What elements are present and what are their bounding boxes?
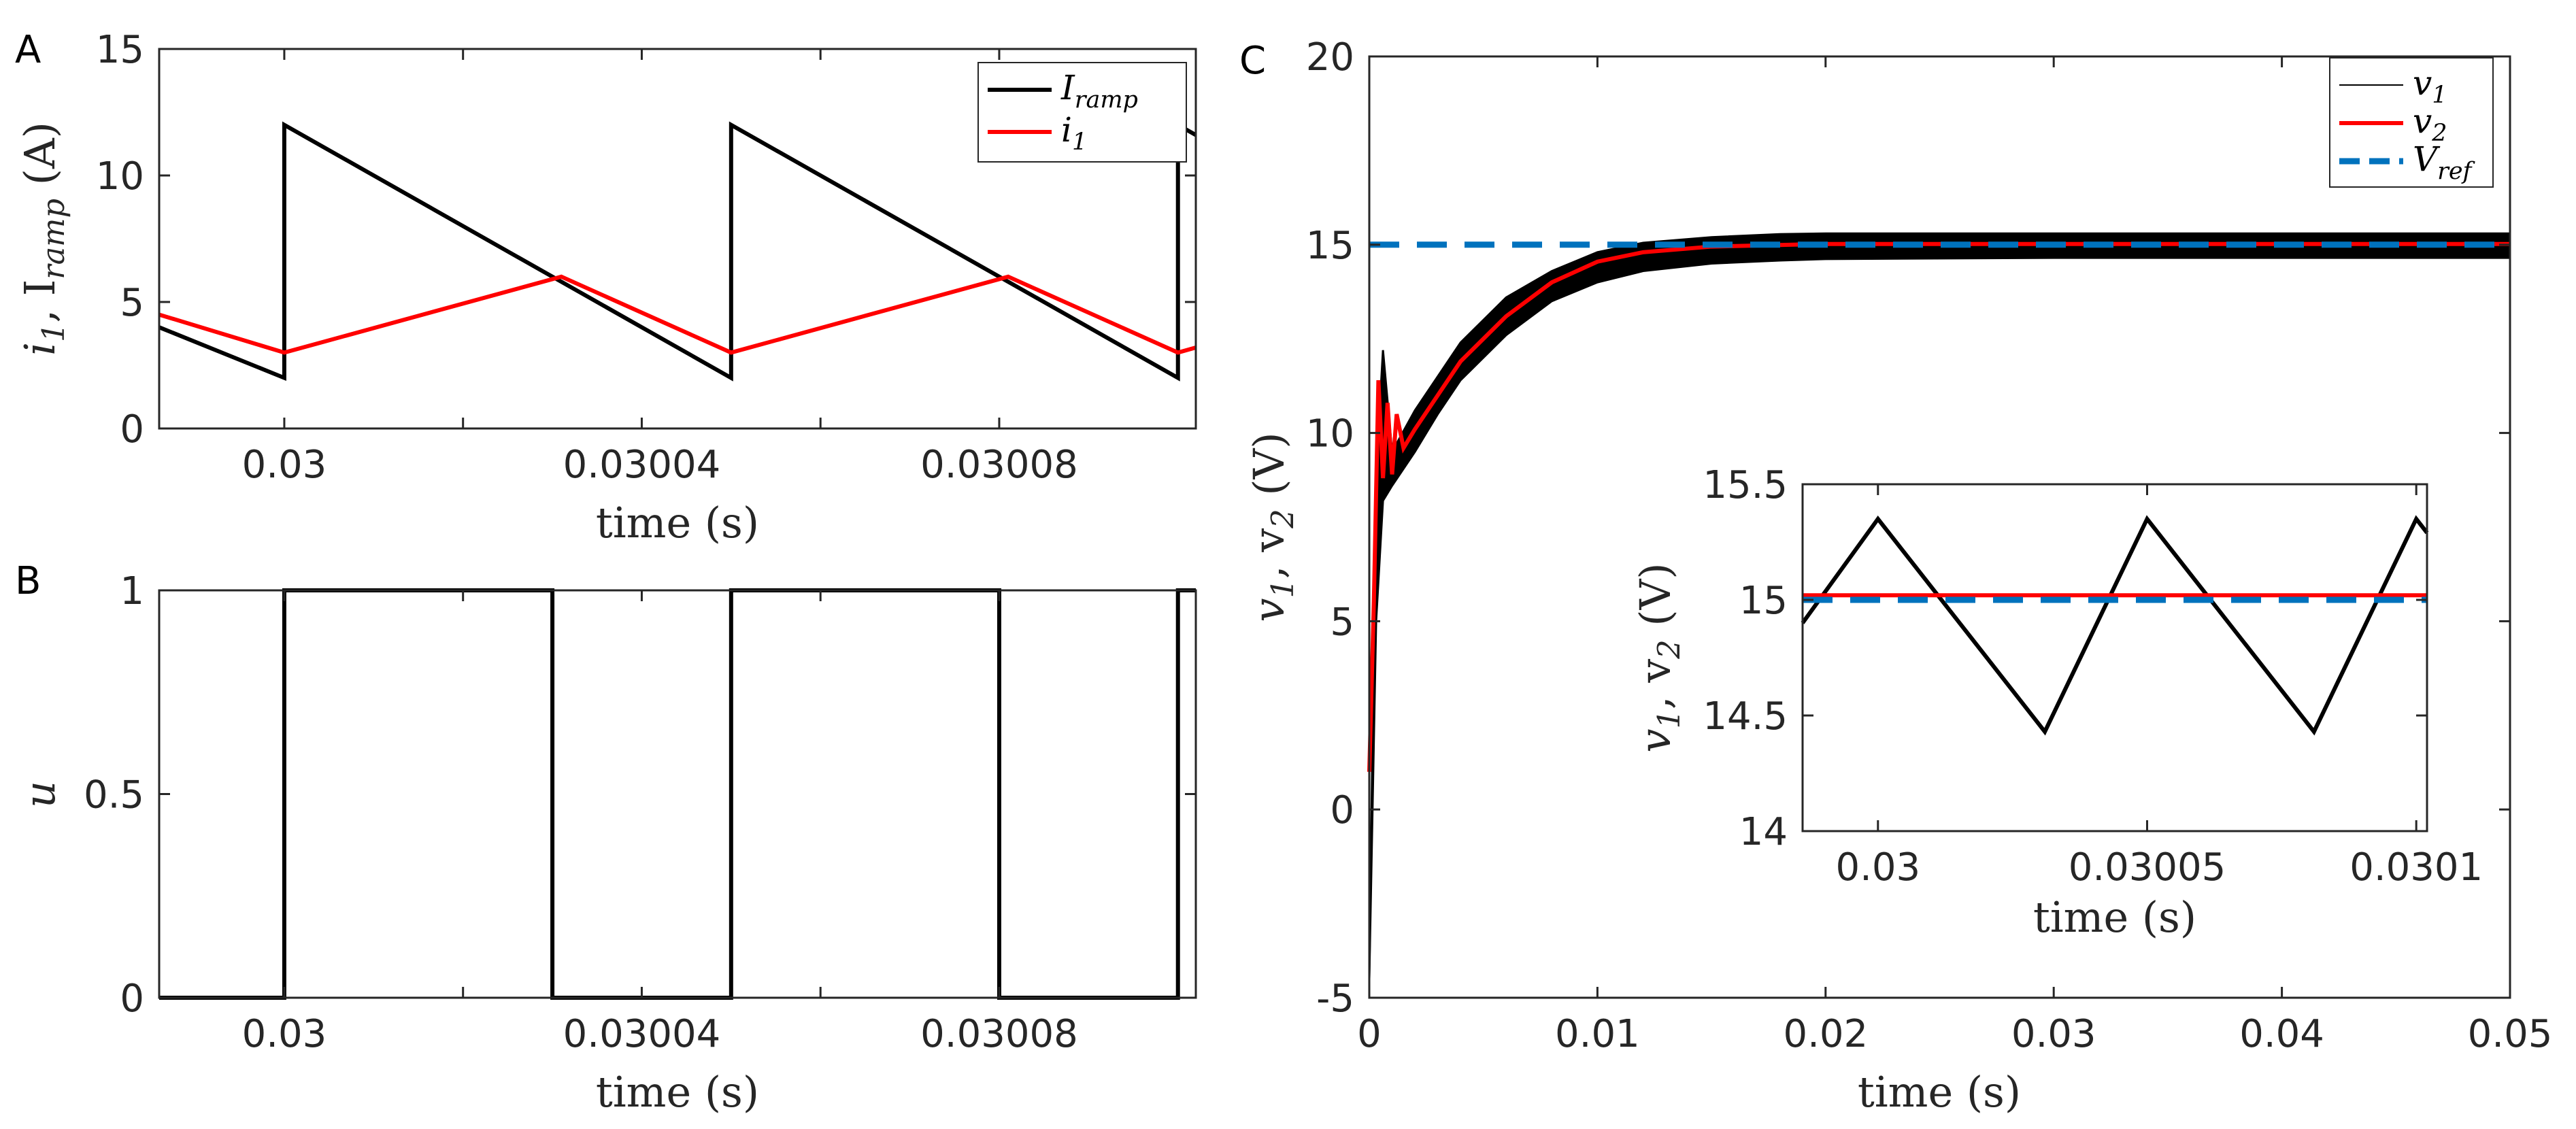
y-tick-label: 5 xyxy=(1330,600,1354,644)
x-tick-label: 0.01 xyxy=(1555,1012,1640,1056)
x-tick-label: 0 xyxy=(1357,1012,1382,1056)
y-tick-label: 0 xyxy=(120,407,144,452)
legend-box xyxy=(977,62,1187,163)
y-axis-label: u xyxy=(15,781,65,808)
x-tick-label: 0.03 xyxy=(242,1012,327,1056)
y-tick-label: 14.5 xyxy=(1703,694,1788,739)
chart-b: 0.03 0.03004 0.03008 0 0.5 1 time (s) u xyxy=(15,569,1197,1117)
y-tick-label: 5 xyxy=(120,281,144,325)
legend-label: v2 xyxy=(2413,101,2447,147)
x-tick-label: 0.05 xyxy=(2468,1012,2553,1056)
x-tick-label: 0.04 xyxy=(2239,1012,2324,1056)
panel-label-c: C xyxy=(1239,39,1266,83)
x-tick-label: 0.03004 xyxy=(563,443,721,487)
x-tick-label: 0.03 xyxy=(2011,1012,2096,1056)
series-i-ramp xyxy=(158,121,1197,382)
y-tick-label: -5 xyxy=(1316,977,1354,1021)
axes-box xyxy=(1368,55,2511,999)
y-tick-label: 10 xyxy=(1306,412,1354,456)
x-tick-label: 0.03004 xyxy=(563,1012,721,1056)
x-axis-label: time (s) xyxy=(1858,1067,2021,1117)
legend-label: Vref xyxy=(2413,139,2476,185)
x-tick-label: 0.02 xyxy=(1783,1012,1868,1056)
y-tick-label: 15 xyxy=(1739,579,1788,623)
x-tick-label: 0.03 xyxy=(1835,845,1920,890)
chart-a: 0.03 0.03004 0.03008 0 5 10 15 time (s) i1, Iram… xyxy=(15,28,1197,547)
axes-box xyxy=(1801,483,2428,832)
series-v1 xyxy=(1801,515,2429,736)
legend-label: Iramp xyxy=(1060,68,1138,114)
y-tick-label: 0 xyxy=(120,977,144,1021)
series-v1-lower xyxy=(1368,256,2510,979)
axes-box xyxy=(158,48,1197,430)
x-tick-label: 0.0301 xyxy=(2349,845,2483,890)
x-tick-label: 0.03005 xyxy=(2069,845,2226,890)
y-tick-label: 14 xyxy=(1739,810,1788,854)
y-axis-label: i1, Iramp (A) xyxy=(15,122,71,356)
x-tick-label: 0.03008 xyxy=(920,1012,1078,1056)
x-axis-label: time (s) xyxy=(2033,892,2196,942)
series-i-1 xyxy=(158,274,1197,355)
x-axis-label: time (s) xyxy=(596,498,759,547)
y-tick-label: 0.5 xyxy=(84,773,144,818)
series-u xyxy=(159,588,1196,1000)
x-tick-label: 0.03008 xyxy=(920,443,1078,487)
panel-label-a: A xyxy=(15,28,41,72)
y-tick-label: 0 xyxy=(1330,788,1354,832)
plot-area xyxy=(159,590,1196,998)
legend-label: i1 xyxy=(1061,110,1087,156)
plot-area xyxy=(1803,484,2427,831)
y-tick-label: 10 xyxy=(96,154,144,199)
chart-c-inset: 0.03 0.03005 0.0301 14 14.5 15 15.5 time (s) v1,… xyxy=(1630,463,2483,942)
panel-label-b: B xyxy=(15,559,41,603)
y-tick-label: 15 xyxy=(1306,224,1354,268)
y-tick-label: 15.5 xyxy=(1703,463,1788,507)
legend-label: v1 xyxy=(2413,63,2447,109)
y-tick-label: 1 xyxy=(120,569,144,613)
x-tick-label: 0.03 xyxy=(242,443,327,487)
x-axis-label: time (s) xyxy=(596,1067,759,1117)
y-tick-label: 15 xyxy=(96,28,144,72)
y-tick-label: 20 xyxy=(1306,35,1354,80)
y-axis-label: v1, v2 (V) xyxy=(1630,562,1687,752)
y-axis-label: v1, v2 (V) xyxy=(1244,432,1301,622)
